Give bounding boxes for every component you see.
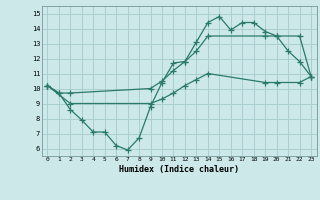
- X-axis label: Humidex (Indice chaleur): Humidex (Indice chaleur): [119, 165, 239, 174]
